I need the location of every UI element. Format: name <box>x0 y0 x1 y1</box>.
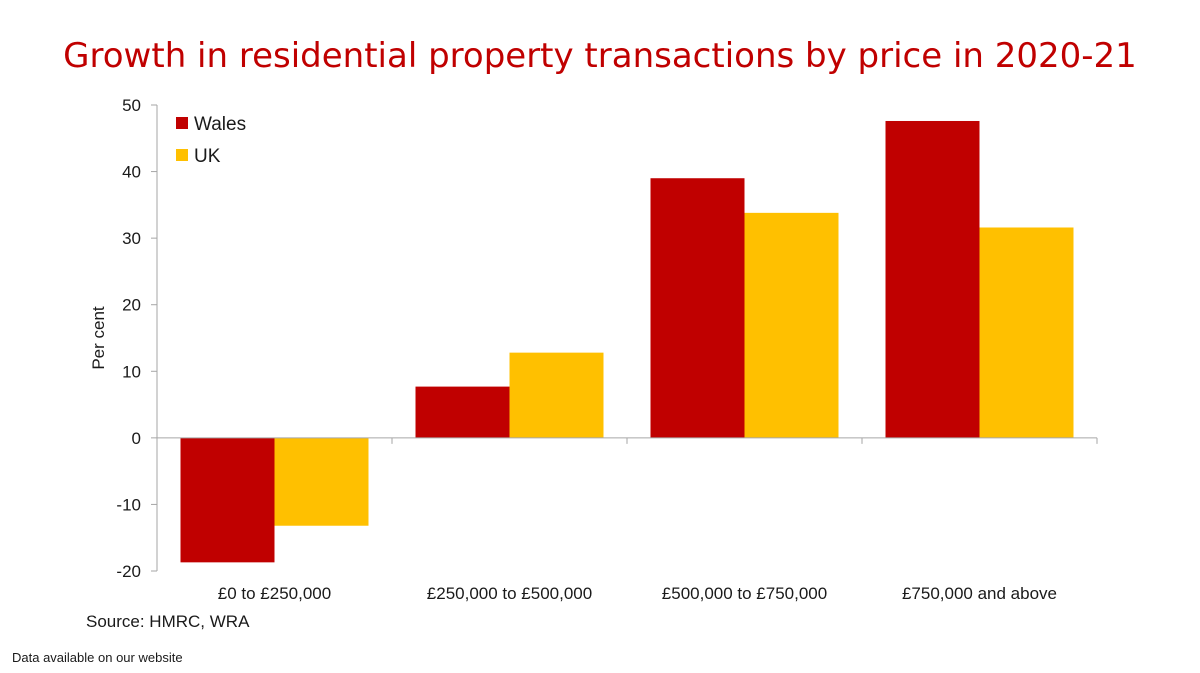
y-tick-label: 10 <box>122 362 141 381</box>
bar-uk-1 <box>509 352 604 438</box>
bar-uk-0 <box>274 437 369 526</box>
bar-wales-0 <box>180 437 275 563</box>
bar-wales-2 <box>650 178 745 438</box>
y-tick-label: 30 <box>122 229 141 248</box>
y-axis-label: Per cent <box>89 306 108 370</box>
x-tick-label: £250,000 to £500,000 <box>427 584 592 603</box>
bar-wales-3 <box>885 120 980 438</box>
x-tick-label: £750,000 and above <box>902 584 1057 603</box>
y-tick-label: -20 <box>116 562 141 581</box>
source-note: Source: HMRC, WRA <box>86 612 250 631</box>
bar-uk-2 <box>744 212 839 438</box>
y-tick-label: 40 <box>122 163 141 182</box>
chart-title: Growth in residential property transacti… <box>63 36 1137 76</box>
bar-wales-1 <box>415 386 510 438</box>
x-tick-label: £500,000 to £750,000 <box>662 584 827 603</box>
legend-swatch-uk <box>176 149 188 161</box>
x-tick-label: £0 to £250,000 <box>218 584 331 603</box>
legend-label-uk: UK <box>194 146 221 167</box>
y-tick-label: 20 <box>122 296 141 315</box>
y-tick-label: 50 <box>122 96 141 115</box>
y-tick-label: 0 <box>132 429 141 448</box>
y-tick-label: -10 <box>116 495 141 514</box>
footnote-link[interactable]: Data available on our website <box>12 650 183 665</box>
bar-uk-3 <box>979 227 1074 438</box>
legend-swatch-wales <box>176 117 188 129</box>
legend-label-wales: Wales <box>194 114 246 135</box>
